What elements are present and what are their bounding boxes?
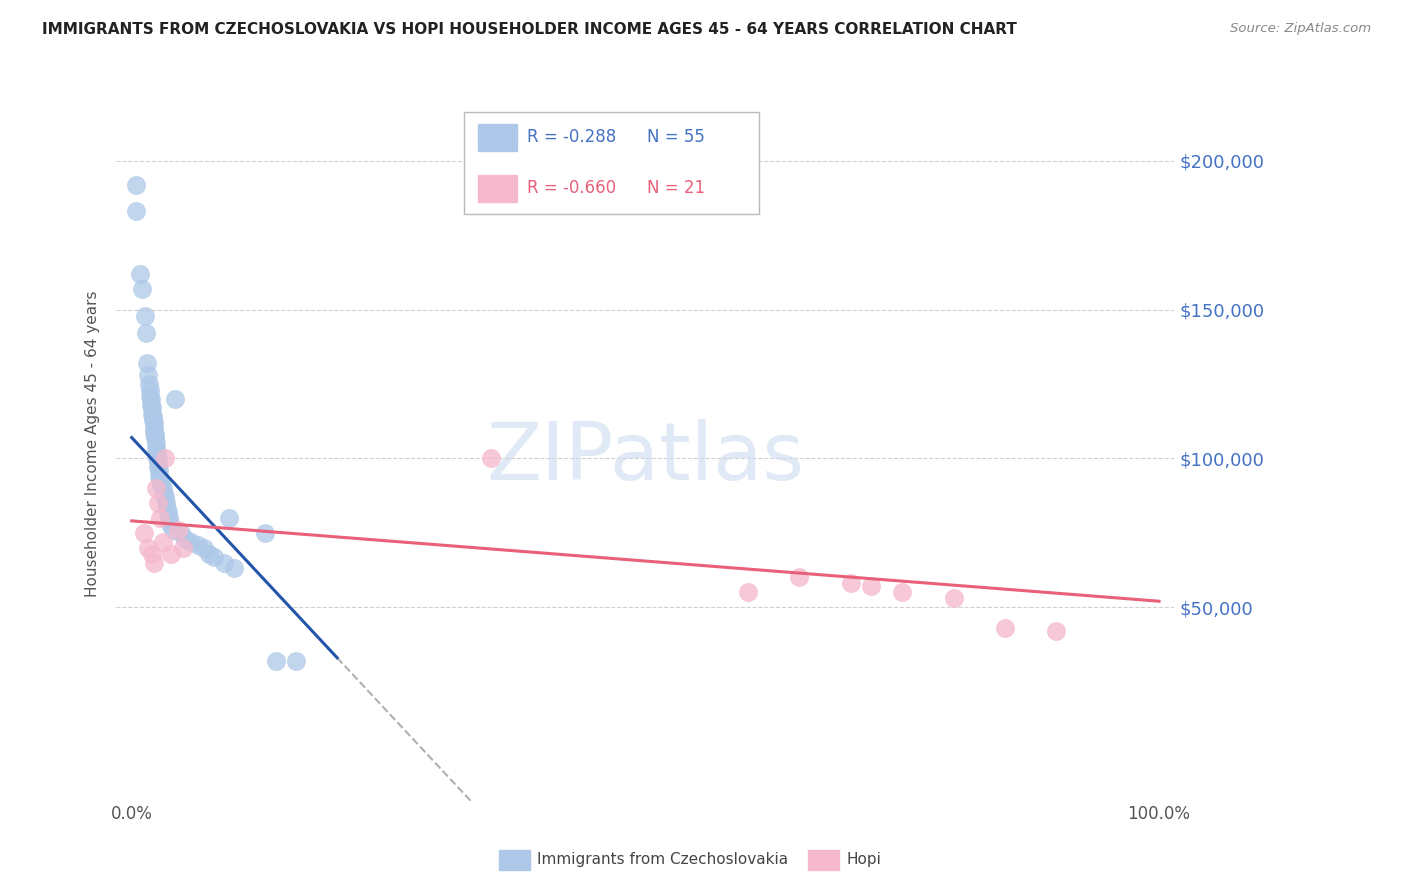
Point	[153, 451, 176, 466]
Point	[162, 523, 184, 537]
Point	[152, 487, 174, 501]
Point	[143, 556, 166, 570]
Text: R = -0.288: R = -0.288	[527, 128, 616, 146]
Point	[157, 511, 180, 525]
Point	[141, 407, 163, 421]
Point	[172, 541, 194, 555]
Text: R = -0.660: R = -0.660	[527, 179, 616, 197]
Point	[141, 547, 163, 561]
Text: Source: ZipAtlas.com: Source: ZipAtlas.com	[1230, 22, 1371, 36]
Text: Hopi: Hopi	[846, 853, 882, 867]
Point	[789, 570, 811, 584]
Point	[839, 576, 862, 591]
Point	[1045, 624, 1067, 638]
Point	[197, 547, 219, 561]
Point	[264, 654, 287, 668]
Point	[145, 436, 167, 450]
Point	[142, 412, 165, 426]
Point	[143, 422, 166, 436]
Point	[143, 427, 166, 442]
Point	[143, 416, 166, 430]
Point	[159, 547, 181, 561]
Point	[149, 511, 172, 525]
Point	[167, 523, 190, 537]
Point	[132, 525, 155, 540]
Text: IMMIGRANTS FROM CZECHOSLOVAKIA VS HOPI HOUSEHOLDER INCOME AGES 45 - 64 YEARS COR: IMMIGRANTS FROM CZECHOSLOVAKIA VS HOPI H…	[42, 22, 1017, 37]
Point	[145, 481, 167, 495]
Point	[143, 425, 166, 439]
Point	[141, 398, 163, 412]
Point	[193, 541, 215, 555]
Point	[156, 505, 179, 519]
Text: Immigrants from Czechoslovakia: Immigrants from Czechoslovakia	[537, 853, 789, 867]
Point	[187, 538, 209, 552]
Point	[152, 534, 174, 549]
Point	[170, 525, 193, 540]
Point	[860, 579, 883, 593]
Point	[479, 451, 502, 466]
Point	[156, 502, 179, 516]
Point	[148, 496, 170, 510]
Point	[146, 451, 169, 466]
Point	[148, 469, 170, 483]
Point	[148, 463, 170, 477]
Point	[142, 409, 165, 424]
Point	[737, 585, 759, 599]
Point	[148, 454, 170, 468]
Point	[136, 541, 159, 555]
Point	[163, 392, 186, 406]
Point	[125, 178, 148, 192]
Point	[136, 368, 159, 382]
Point	[135, 326, 157, 341]
Point	[146, 445, 169, 459]
Point	[218, 511, 240, 525]
Point	[891, 585, 914, 599]
Text: N = 21: N = 21	[647, 179, 704, 197]
Point	[145, 442, 167, 457]
Point	[942, 591, 965, 606]
Point	[138, 376, 160, 391]
Point	[202, 549, 225, 564]
Text: N = 55: N = 55	[647, 128, 704, 146]
Point	[174, 532, 197, 546]
Point	[141, 401, 163, 415]
Point	[139, 389, 162, 403]
Point	[180, 534, 202, 549]
Point	[143, 431, 166, 445]
Y-axis label: Householder Income Ages 45 - 64 years: Householder Income Ages 45 - 64 years	[86, 290, 100, 597]
Point	[994, 621, 1017, 635]
Point	[285, 654, 308, 668]
Point	[153, 490, 176, 504]
Point	[224, 561, 246, 575]
Point	[141, 392, 163, 406]
Point	[125, 204, 148, 219]
Point	[134, 309, 156, 323]
Point	[155, 496, 177, 510]
Point	[136, 356, 159, 370]
Point	[148, 460, 170, 475]
Point	[159, 516, 181, 531]
Point	[150, 478, 173, 492]
Text: ZIPatlas: ZIPatlas	[486, 418, 804, 497]
Point	[254, 525, 277, 540]
Point	[129, 267, 152, 281]
Point	[131, 282, 153, 296]
Point	[152, 481, 174, 495]
Point	[139, 383, 162, 397]
Point	[149, 472, 172, 486]
Point	[212, 556, 235, 570]
